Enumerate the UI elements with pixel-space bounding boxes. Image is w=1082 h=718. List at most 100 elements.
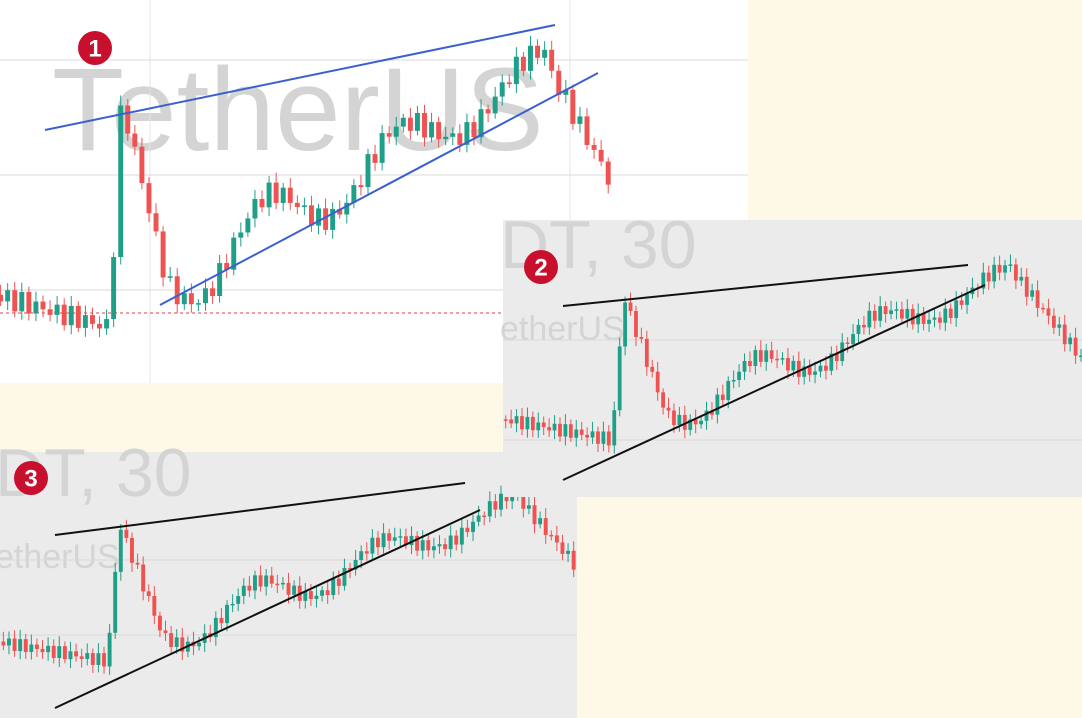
candle-body — [791, 360, 796, 371]
candle-body — [364, 551, 369, 554]
candle-body — [426, 540, 431, 551]
candle-body — [68, 651, 73, 660]
candle-body — [927, 319, 931, 324]
candle-body — [46, 645, 51, 653]
candle-body — [180, 637, 185, 652]
candle-body — [856, 324, 861, 335]
candle-body — [504, 493, 509, 502]
trend-line — [159, 72, 599, 306]
candle-body — [102, 653, 106, 667]
candle-body — [845, 342, 850, 344]
candle-body — [1035, 290, 1040, 308]
candle-body — [558, 423, 562, 437]
candle-body — [591, 144, 597, 150]
candle-body — [40, 301, 46, 310]
candle-body — [628, 302, 633, 311]
candle-body — [275, 583, 280, 586]
candle-body — [431, 546, 436, 551]
candle-body — [672, 410, 676, 426]
candle-body — [617, 346, 622, 411]
candle-body — [1030, 290, 1035, 297]
candle-body — [348, 567, 352, 570]
candle-body — [213, 617, 218, 638]
candle-body — [26, 291, 32, 314]
candle-body — [753, 350, 758, 367]
candle-body — [780, 358, 785, 360]
trend-line — [54, 482, 466, 536]
candle-body — [889, 310, 893, 315]
candle-body — [543, 518, 548, 535]
candle-body — [217, 263, 223, 297]
candle-body — [513, 56, 519, 85]
candle-body — [530, 416, 535, 431]
candle-body — [552, 423, 557, 431]
candle-body — [520, 56, 526, 71]
candle-body — [510, 494, 515, 502]
candle-body — [644, 338, 649, 367]
candle-body — [12, 290, 18, 312]
candle-body — [245, 218, 251, 233]
candle-body — [954, 300, 959, 318]
candle-body — [585, 434, 590, 438]
candle-body — [264, 575, 269, 587]
candle-body — [506, 82, 512, 85]
candle-body — [54, 304, 60, 315]
candle-body — [471, 122, 477, 138]
candle-body — [834, 353, 839, 362]
candle-body — [693, 419, 698, 425]
candle-body — [492, 96, 498, 114]
candle-body — [943, 308, 948, 323]
candle-body — [910, 308, 915, 325]
candle-body — [677, 414, 682, 426]
candle-body — [634, 310, 638, 338]
candle-body — [916, 313, 921, 325]
candle-body — [34, 644, 39, 649]
candle-body — [499, 82, 505, 97]
badge-number: 2 — [534, 255, 547, 282]
candle-body — [97, 323, 102, 329]
candle-body — [280, 582, 285, 585]
candle-body — [851, 334, 855, 344]
candle-body — [563, 424, 568, 437]
candle-body — [365, 154, 371, 188]
candle-body — [301, 205, 307, 207]
candle-body — [287, 187, 293, 203]
candle-body — [485, 109, 491, 114]
candle-body — [1046, 308, 1051, 316]
candle-body — [612, 410, 617, 446]
candle-body — [342, 567, 347, 586]
candle-body — [894, 309, 899, 311]
candle-body — [337, 208, 343, 215]
candle-body — [661, 392, 666, 408]
candle-body — [414, 112, 420, 131]
candle-body — [1079, 355, 1082, 358]
candle-body — [392, 537, 397, 541]
candle-body — [259, 198, 265, 208]
candle-body — [230, 603, 235, 606]
candle-body — [796, 360, 801, 377]
candle-body — [225, 604, 229, 624]
candle-body — [400, 117, 406, 127]
candle-body — [520, 416, 524, 430]
candle-body — [538, 518, 543, 525]
candle-body — [503, 419, 508, 421]
candle-body — [437, 544, 442, 547]
candle-body — [1019, 276, 1024, 281]
candle-body — [921, 313, 926, 324]
candle-body — [514, 416, 519, 424]
candle-body — [813, 371, 817, 375]
watermark: TetherUS — [52, 44, 544, 176]
candle-body — [448, 535, 453, 550]
candle-body — [598, 149, 604, 162]
candle-body — [786, 358, 790, 371]
candle-body — [203, 288, 208, 304]
candle-body — [862, 324, 866, 328]
candle-body — [96, 653, 101, 665]
candle-body — [314, 595, 319, 600]
candle-body — [536, 422, 541, 431]
candle-body — [29, 644, 34, 652]
candle-body — [188, 293, 194, 305]
candle-body — [280, 187, 286, 203]
